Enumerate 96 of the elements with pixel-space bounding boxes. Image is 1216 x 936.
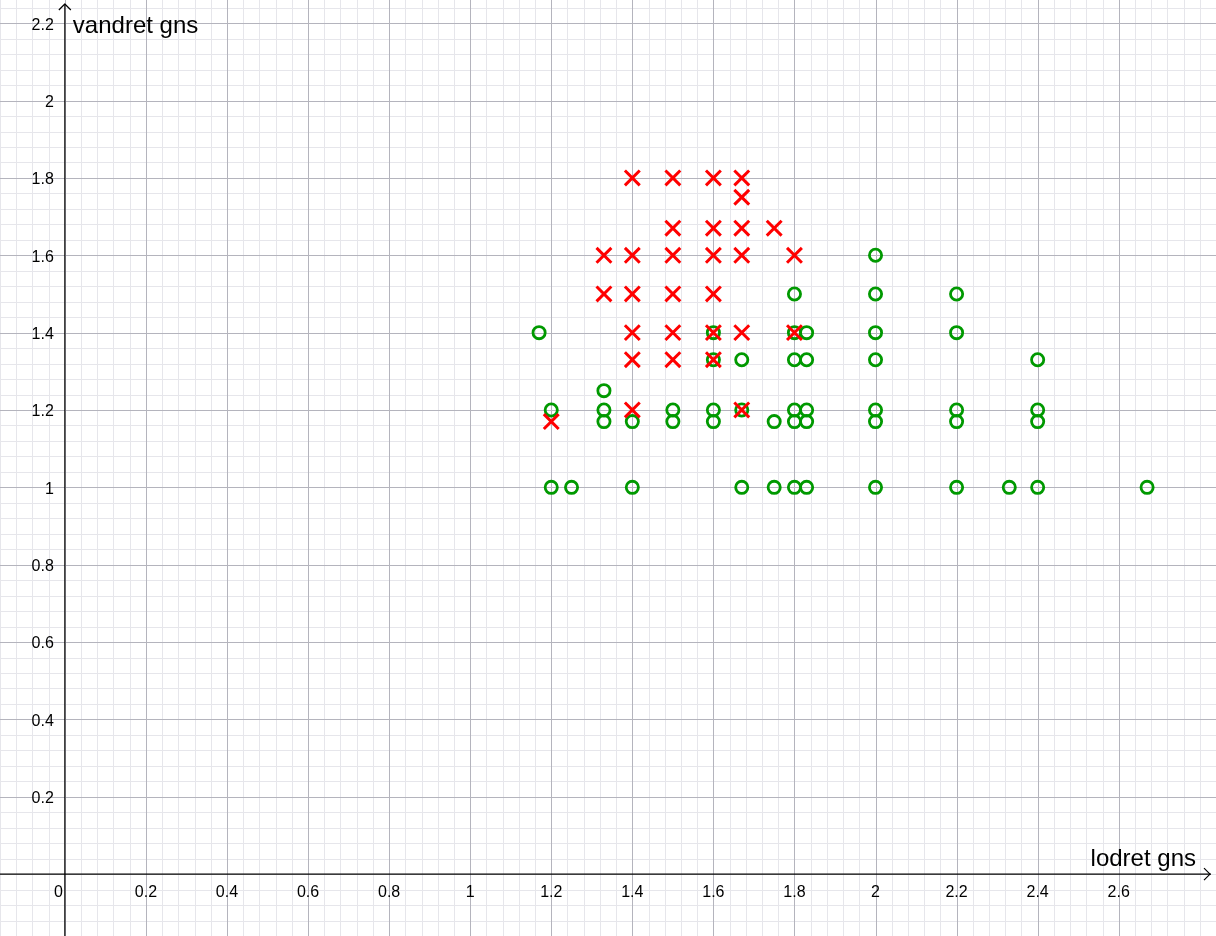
point bbox=[868, 479, 884, 495]
y-tick-label: 1 bbox=[44, 479, 54, 497]
point bbox=[734, 479, 750, 495]
point bbox=[1030, 414, 1046, 430]
x-tick-label: 2.4 bbox=[1026, 883, 1049, 901]
point bbox=[704, 219, 723, 238]
point bbox=[766, 414, 782, 430]
point bbox=[623, 323, 642, 342]
point bbox=[623, 246, 642, 265]
point bbox=[624, 414, 640, 430]
point bbox=[663, 246, 682, 265]
point bbox=[766, 479, 782, 495]
point bbox=[786, 352, 802, 368]
x-tick-label: 1 bbox=[465, 883, 475, 901]
x-tick-label: 0.2 bbox=[134, 883, 158, 901]
point bbox=[799, 325, 815, 341]
y-tick-label: 0.6 bbox=[31, 634, 54, 652]
point bbox=[704, 246, 723, 265]
y-tick-label: 2 bbox=[44, 92, 54, 110]
point bbox=[1001, 479, 1017, 495]
y-tick-label: 2.2 bbox=[31, 15, 54, 33]
point bbox=[623, 285, 642, 303]
x-tick-label: 0 bbox=[53, 883, 63, 901]
point bbox=[1030, 352, 1046, 368]
point bbox=[868, 414, 884, 430]
point bbox=[663, 350, 682, 369]
point bbox=[543, 402, 559, 418]
point bbox=[786, 414, 802, 430]
point bbox=[1030, 479, 1046, 495]
x-axis-title: lodret gns bbox=[1090, 844, 1196, 872]
y-tick-label: 0.4 bbox=[31, 711, 54, 729]
x-tick-label: 0.8 bbox=[377, 883, 401, 901]
x-tick-label: 2 bbox=[871, 883, 881, 901]
point bbox=[868, 352, 884, 368]
point bbox=[785, 246, 804, 265]
point bbox=[704, 285, 723, 303]
point bbox=[732, 246, 751, 265]
point bbox=[663, 285, 682, 303]
x-tick-label: 1.2 bbox=[540, 883, 563, 901]
point bbox=[704, 168, 723, 187]
point bbox=[868, 325, 884, 341]
point bbox=[786, 402, 802, 418]
point bbox=[596, 383, 612, 399]
point bbox=[799, 352, 815, 368]
point bbox=[663, 168, 682, 187]
y-axis-title: vandret gns bbox=[72, 11, 199, 38]
point bbox=[665, 402, 681, 418]
x-tick-label: 0.4 bbox=[215, 883, 239, 901]
x-tick-label: 1.6 bbox=[702, 883, 725, 901]
point bbox=[786, 286, 802, 302]
x-tick-label: 1.4 bbox=[621, 883, 644, 901]
point bbox=[543, 479, 559, 495]
point bbox=[564, 479, 580, 495]
point bbox=[596, 402, 612, 418]
point bbox=[623, 401, 642, 419]
x-tick-label: 0.6 bbox=[296, 883, 320, 901]
y-tick-label: 1.8 bbox=[31, 170, 54, 188]
point bbox=[949, 402, 965, 418]
x-tick-label: 2.6 bbox=[1107, 883, 1130, 901]
point bbox=[663, 219, 682, 238]
point bbox=[663, 323, 682, 342]
point bbox=[786, 479, 802, 495]
y-tick-label: 0.2 bbox=[31, 789, 54, 807]
x-tick-label: 1.8 bbox=[783, 883, 806, 901]
point bbox=[596, 414, 612, 430]
y-tick-label: 0.8 bbox=[31, 557, 54, 575]
point bbox=[765, 219, 784, 238]
y-tick-label: 1.4 bbox=[31, 325, 54, 343]
point bbox=[949, 286, 965, 302]
point bbox=[1030, 402, 1046, 418]
point bbox=[734, 352, 750, 368]
point bbox=[531, 325, 547, 341]
y-tick-label: 1.6 bbox=[31, 247, 54, 265]
point bbox=[705, 402, 721, 418]
x-tick-label: 2.2 bbox=[945, 883, 968, 901]
point bbox=[799, 402, 815, 418]
point bbox=[542, 412, 561, 431]
point bbox=[1139, 479, 1155, 495]
point bbox=[868, 247, 884, 263]
point bbox=[949, 414, 965, 430]
point bbox=[623, 350, 642, 369]
point bbox=[732, 323, 751, 342]
point bbox=[732, 219, 751, 238]
point bbox=[624, 479, 640, 495]
point bbox=[868, 286, 884, 302]
point bbox=[595, 285, 613, 303]
point bbox=[949, 325, 965, 341]
point bbox=[705, 414, 721, 430]
point bbox=[949, 479, 965, 495]
point bbox=[665, 414, 681, 430]
point bbox=[799, 414, 815, 430]
y-tick-label: 1.2 bbox=[31, 402, 54, 420]
point bbox=[595, 246, 613, 265]
point bbox=[868, 402, 884, 418]
point bbox=[623, 168, 642, 187]
point bbox=[799, 479, 815, 495]
